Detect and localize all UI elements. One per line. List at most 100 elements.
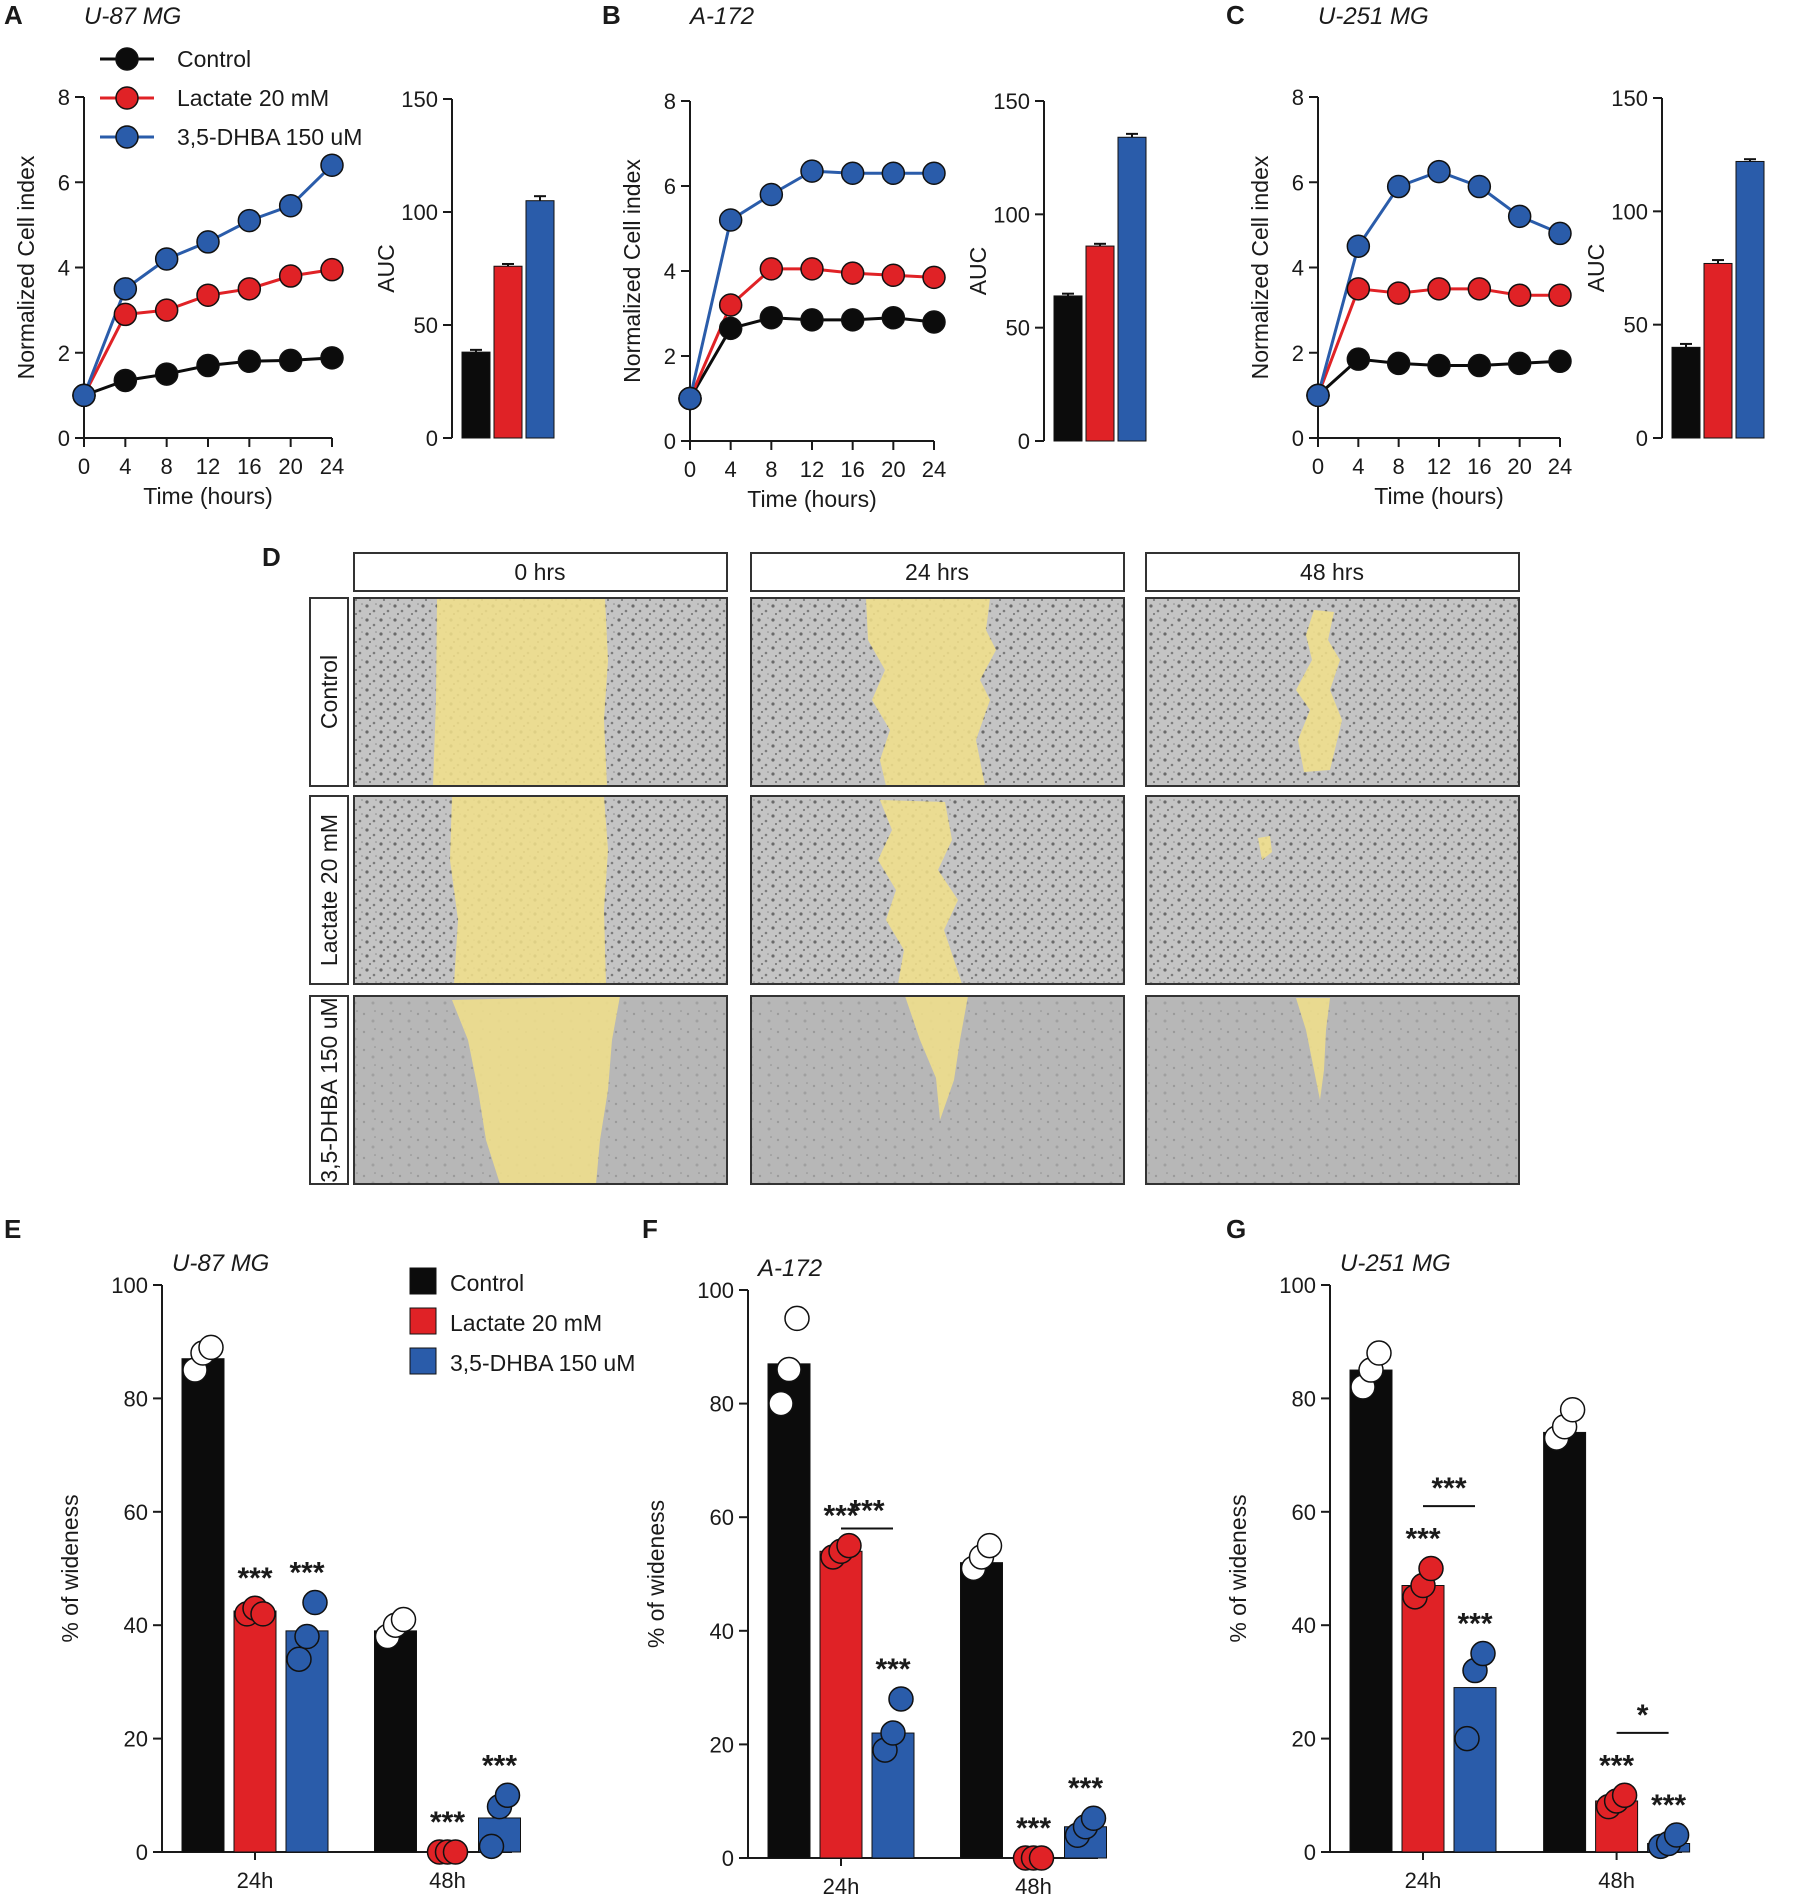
panel-a-x-tick-label: 12 — [196, 454, 220, 479]
panel-a-y-tick-label: 6 — [58, 170, 70, 195]
panel-f-replicate-point — [784, 1305, 810, 1332]
panel-a-data-point — [196, 230, 220, 254]
scratch-gap-dhba-48h — [1296, 998, 1330, 1100]
scratch-frame-lactate-24h — [750, 795, 1125, 985]
panel-g-y-tick-label: 80 — [1292, 1386, 1316, 1411]
auc-bar-chart-a: 0 50 100 150 AUC — [373, 87, 555, 451]
panel-e-y-tick-label: 0 — [136, 1840, 148, 1865]
scratch-gap-lactate-24h — [878, 800, 962, 984]
panel-e-y-axis-label: % of wideness — [57, 1494, 83, 1642]
panel-b-data-point — [922, 265, 946, 290]
panel-f-replicate-point — [836, 1532, 862, 1559]
column-header-24h — [750, 552, 1125, 592]
panel-a-x-tick-label: 20 — [278, 454, 302, 479]
legend-control-marker — [115, 47, 139, 71]
scratch-frame-lactate-0h — [353, 795, 728, 985]
column-header-0h-label: 0 hrs — [514, 559, 565, 585]
panel-c-data-point — [1507, 283, 1532, 307]
panel-f-x-tick-label: 24h — [823, 1874, 860, 1899]
scratch-frame-control-24h — [750, 597, 1125, 787]
legend-bottom-lactate-swatch — [409, 1307, 437, 1335]
panel-b-data-point — [922, 161, 946, 185]
panel-b-data-point — [759, 257, 784, 281]
column-header-24h-label: 24 hrs — [905, 559, 969, 585]
panel-c-x-tick-label: 0 — [1312, 454, 1324, 479]
row-header-dhba-label: 3,5-DHBA 150 uM — [316, 997, 342, 1182]
panel-g-replicate-point — [1611, 1782, 1638, 1809]
panel-e-bar — [233, 1610, 277, 1853]
panel-a-y-tick-label: 8 — [58, 85, 70, 110]
panel-c-data-point — [1467, 277, 1492, 301]
panel-f-replicate-point — [1080, 1805, 1107, 1831]
panel-b-cell-line-title: A-172 — [688, 3, 754, 30]
scratch-gap-control-48h — [1296, 610, 1342, 772]
panel-a-auc-y-tick-label: 150 — [401, 87, 438, 112]
panel-g-significance: *** — [1651, 1789, 1686, 1822]
scratch-gap-lactate-0h — [450, 796, 608, 984]
panel-c-x-tick-label: 12 — [1427, 454, 1451, 479]
panel-g-y-tick-label: 0 — [1304, 1840, 1316, 1865]
panel-c-x-tick-label: 16 — [1467, 454, 1491, 479]
panel-b-x-tick-label: 24 — [922, 457, 946, 482]
panel-b-auc-y-tick-label: 0 — [1018, 429, 1030, 454]
panel-letter-a: A — [4, 0, 23, 30]
panel-b-auc-y-tick-label: 150 — [993, 89, 1030, 114]
panel-c-data-point — [1548, 283, 1572, 307]
panel-a-data-point — [237, 349, 262, 374]
panel-e-y-tick-label: 20 — [124, 1727, 148, 1752]
column-header-48h-label: 48 hrs — [1300, 559, 1364, 585]
panel-c-auc-bar-1 — [1703, 262, 1733, 439]
panel-g-significance: *** — [1599, 1749, 1634, 1782]
panel-c-data-point — [1427, 159, 1451, 184]
panel-b-data-point — [718, 293, 743, 317]
legend-bottom-dhba-swatch — [409, 1347, 437, 1375]
panel-b-data-point — [922, 310, 946, 334]
panel-letter-b: B — [602, 0, 621, 30]
panel-letter-c: C — [1226, 0, 1245, 30]
panel-a-y-tick-label: 2 — [58, 341, 70, 366]
panel-e-bar — [181, 1358, 225, 1853]
panel-f-x-tick-label: 48h — [1015, 1874, 1052, 1899]
panel-b-auc-bar-2 — [1117, 136, 1147, 442]
panel-e-x-tick-label: 24h — [237, 1868, 274, 1893]
panel-b-data-point — [800, 257, 824, 281]
panel-f-y-tick-label: 0 — [722, 1846, 734, 1871]
panel-f-replicate-point — [768, 1390, 794, 1417]
legend-top: Control Lactate 20 mM 3,5-DHBA 150 uM — [100, 46, 362, 150]
panel-a-x-tick-label: 16 — [237, 454, 261, 479]
legend-dhba-label: 3,5-DHBA 150 uM — [177, 124, 362, 150]
panel-g-bar — [1349, 1369, 1393, 1853]
panel-a-data-point — [154, 247, 179, 271]
panel-a-data-point — [237, 208, 262, 233]
panel-b-data-point — [678, 386, 702, 411]
panel-b-data-point — [840, 308, 865, 332]
panel-c-data-point — [1386, 351, 1411, 376]
panel-g-bracket-significance: * — [1637, 1699, 1649, 1732]
panel-e-significance: *** — [237, 1562, 272, 1595]
panel-f-y-tick-label: 20 — [710, 1732, 734, 1757]
panel-g-replicate-point — [1454, 1725, 1480, 1752]
panel-a-auc-bar-1 — [493, 265, 523, 439]
panel-e-y-tick-label: 100 — [111, 1273, 148, 1298]
panel-a-x-axis-label: Time (hours) — [143, 483, 273, 509]
panel-g-replicate-point — [1366, 1340, 1392, 1366]
panel-c-auc-y-tick-label: 100 — [1611, 199, 1648, 224]
panel-b-data-point — [800, 308, 824, 332]
panel-a-auc-y-tick-label: 50 — [414, 313, 438, 338]
legend-lactate-label: Lactate 20 mM — [177, 85, 329, 111]
auc-bar-chart-c: 0 50 100 150 AUC — [1583, 86, 1765, 451]
panel-b-y-axis-label: Normalized Cell index — [619, 159, 645, 383]
panel-f-replicate-point — [776, 1356, 802, 1383]
legend-bottom-lactate-label: Lactate 20 mM — [450, 1310, 602, 1336]
panel-e-replicate-point — [494, 1782, 521, 1809]
scratch-gap-control-24h — [866, 598, 996, 786]
panel-g-bar — [1401, 1585, 1445, 1853]
panel-g-replicate-point — [1418, 1555, 1444, 1582]
legend-bottom-dhba-label: 3,5-DHBA 150 uM — [450, 1350, 635, 1376]
panel-b-auc-y-tick-label: 50 — [1006, 316, 1030, 341]
panel-f-bar — [960, 1562, 1003, 1859]
panel-c-data-point — [1507, 204, 1532, 229]
panel-letter-e: E — [4, 1214, 21, 1244]
panel-b-y-tick-label: 0 — [664, 429, 676, 454]
